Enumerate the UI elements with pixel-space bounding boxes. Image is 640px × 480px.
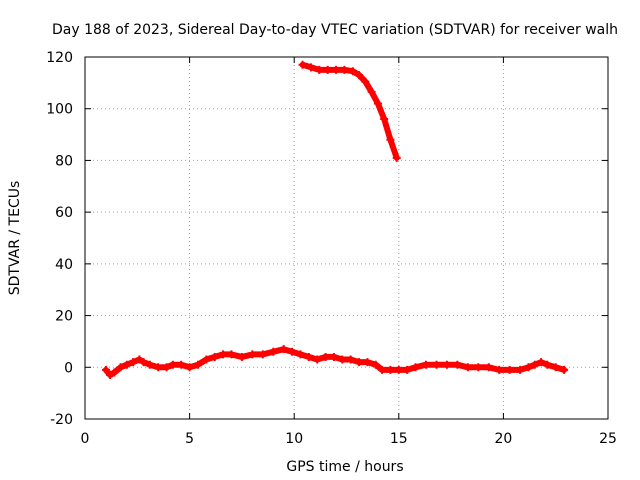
data-point bbox=[193, 360, 202, 369]
series-line-low-band bbox=[102, 346, 568, 378]
data-point bbox=[122, 360, 131, 369]
data-point bbox=[315, 65, 324, 74]
chart-title: Day 188 of 2023, Sidereal Day-to-day VTE… bbox=[52, 22, 618, 38]
data-point bbox=[355, 71, 364, 80]
data-point bbox=[321, 352, 330, 361]
data-point bbox=[363, 358, 372, 367]
data-point bbox=[411, 363, 420, 372]
data-point bbox=[227, 350, 236, 359]
data-point bbox=[129, 358, 138, 367]
data-point bbox=[432, 360, 441, 369]
data-point bbox=[154, 363, 163, 372]
data-point bbox=[367, 87, 376, 96]
data-point bbox=[530, 360, 539, 369]
data-point bbox=[185, 363, 194, 372]
y-axis-label: SDTVAR / TECUs bbox=[7, 181, 23, 296]
data-point bbox=[421, 360, 430, 369]
data-point bbox=[463, 363, 472, 372]
data-point bbox=[110, 368, 119, 377]
x-tick-label: 25 bbox=[599, 431, 617, 447]
data-point bbox=[551, 363, 560, 372]
data-point bbox=[403, 365, 412, 374]
data-point bbox=[524, 363, 533, 372]
data-point bbox=[258, 350, 267, 359]
axis-ticks: 0 5 10 15 20 25 -20 0 20 40 60 80 100 120 bbox=[46, 50, 617, 447]
data-point bbox=[474, 363, 483, 372]
data-point bbox=[371, 360, 380, 369]
x-tick-label: 5 bbox=[185, 431, 194, 447]
data-point bbox=[279, 345, 288, 354]
data-point bbox=[313, 355, 322, 364]
data-point bbox=[219, 350, 228, 359]
data-point bbox=[135, 355, 144, 364]
data-point bbox=[296, 350, 305, 359]
x-tick-label: 10 bbox=[285, 431, 303, 447]
y-tick-label: 60 bbox=[55, 205, 73, 221]
data-point bbox=[237, 352, 246, 361]
data-point bbox=[378, 365, 387, 374]
data-point bbox=[340, 65, 349, 74]
data-point bbox=[162, 363, 171, 372]
data-point bbox=[346, 355, 355, 364]
y-tick-label: -20 bbox=[50, 412, 73, 428]
data-point bbox=[323, 65, 332, 74]
data-point bbox=[392, 153, 401, 162]
data-point bbox=[329, 352, 338, 361]
data-point bbox=[537, 358, 546, 367]
data-point bbox=[306, 63, 315, 72]
x-tick-label: 0 bbox=[81, 431, 90, 447]
data-point bbox=[373, 99, 382, 108]
data-point bbox=[484, 363, 493, 372]
data-point bbox=[288, 347, 297, 356]
data-point bbox=[386, 135, 395, 144]
data-point bbox=[101, 365, 110, 374]
data-point bbox=[177, 360, 186, 369]
data-point bbox=[386, 365, 395, 374]
data-point bbox=[560, 365, 569, 374]
x-axis-label: GPS time / hours bbox=[286, 459, 403, 475]
data-point bbox=[516, 365, 525, 374]
data-point bbox=[106, 371, 115, 380]
data-point bbox=[202, 355, 211, 364]
y-tick-label: 80 bbox=[55, 153, 73, 169]
data-point bbox=[332, 65, 341, 74]
data-point bbox=[348, 67, 357, 76]
data-point bbox=[139, 358, 148, 367]
data-point bbox=[168, 360, 177, 369]
x-tick-label: 15 bbox=[390, 431, 408, 447]
y-tick-label: 120 bbox=[46, 50, 73, 66]
data-point bbox=[210, 352, 219, 361]
data-point bbox=[380, 115, 389, 124]
data-point bbox=[505, 365, 514, 374]
data-point bbox=[304, 352, 313, 361]
y-tick-label: 0 bbox=[64, 360, 73, 376]
data-point bbox=[495, 365, 504, 374]
data-series bbox=[101, 60, 569, 380]
data-point bbox=[361, 77, 370, 86]
data-point bbox=[394, 365, 403, 374]
y-tick-label: 20 bbox=[55, 309, 73, 325]
plot-frame bbox=[84, 56, 609, 420]
data-point bbox=[442, 360, 451, 369]
data-point bbox=[453, 360, 462, 369]
series-line-high-band bbox=[299, 61, 400, 161]
data-point bbox=[145, 360, 154, 369]
data-point bbox=[355, 358, 364, 367]
grid-lines bbox=[85, 57, 608, 419]
data-point bbox=[269, 347, 278, 356]
y-tick-label: 40 bbox=[55, 257, 73, 273]
data-point bbox=[116, 363, 125, 372]
data-point bbox=[338, 355, 347, 364]
x-tick-label: 20 bbox=[494, 431, 512, 447]
data-point bbox=[248, 350, 257, 359]
data-point bbox=[543, 360, 552, 369]
data-point bbox=[298, 60, 307, 69]
y-tick-label: 100 bbox=[46, 102, 73, 118]
